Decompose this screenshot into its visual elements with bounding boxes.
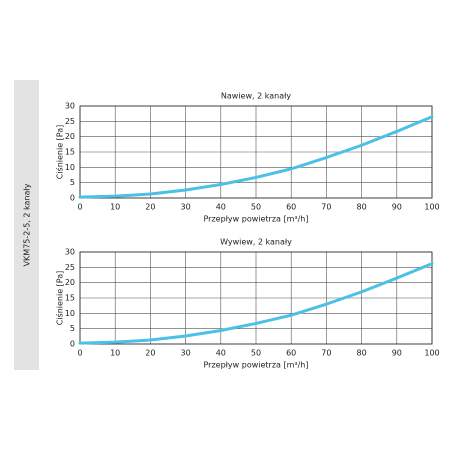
x-tick-label: 90 (392, 203, 402, 212)
x-tick-label: 100 (424, 203, 439, 212)
y-axis-label: Ciśnienie [Pa] (55, 271, 65, 326)
x-tick-label: 100 (424, 349, 439, 358)
y-tick-label: 30 (65, 102, 75, 111)
x-tick-label: 60 (286, 349, 296, 358)
y-tick-label: 25 (65, 263, 75, 272)
x-tick-label: 90 (392, 349, 402, 358)
y-tick-label: 0 (70, 194, 75, 203)
y-tick-label: 10 (65, 163, 75, 172)
y-tick-label: 5 (70, 324, 75, 333)
sidebar (14, 80, 39, 370)
y-tick-label: 0 (70, 340, 75, 349)
x-tick-label: 10 (110, 349, 120, 358)
y-axis-label: Ciśnienie [Pa] (55, 125, 65, 180)
x-tick-label: 50 (251, 203, 261, 212)
x-tick-label: 60 (286, 203, 296, 212)
side-label: VKM75-2-5, 2 kanały (23, 183, 32, 266)
x-tick-label: 80 (357, 203, 367, 212)
y-tick-label: 15 (65, 294, 75, 303)
y-tick-label: 10 (65, 309, 75, 318)
x-tick-label: 50 (251, 349, 261, 358)
x-tick-label: 40 (216, 349, 226, 358)
x-tick-label: 30 (181, 349, 191, 358)
x-axis-label: Przepływ powietrza [m³/h] (203, 215, 308, 224)
line-series (78, 262, 434, 345)
x-tick-label: 20 (145, 203, 155, 212)
x-tick-label: 0 (77, 203, 82, 212)
plot-frame (79, 105, 433, 199)
y-tick-label: 20 (65, 278, 75, 287)
x-tick-label: 0 (77, 349, 82, 358)
x-axis-label: Przepływ powietrza [m³/h] (203, 361, 308, 370)
y-tick-label: 20 (65, 132, 75, 141)
y-tick-label: 15 (65, 148, 75, 157)
chart-title: Wywiew, 2 kanały (220, 238, 292, 247)
plot-frame (79, 251, 433, 345)
x-tick-label: 70 (321, 349, 331, 358)
y-tick-label: 25 (65, 117, 75, 126)
x-tick-label: 30 (181, 203, 191, 212)
line-series (78, 115, 434, 199)
chart-title: Nawiew, 2 kanały (221, 92, 291, 101)
x-tick-label: 70 (321, 203, 331, 212)
y-tick-label: 30 (65, 248, 75, 257)
y-tick-label: 5 (70, 178, 75, 187)
x-tick-label: 80 (357, 349, 367, 358)
x-tick-label: 20 (145, 349, 155, 358)
x-tick-label: 40 (216, 203, 226, 212)
x-tick-label: 10 (110, 203, 120, 212)
